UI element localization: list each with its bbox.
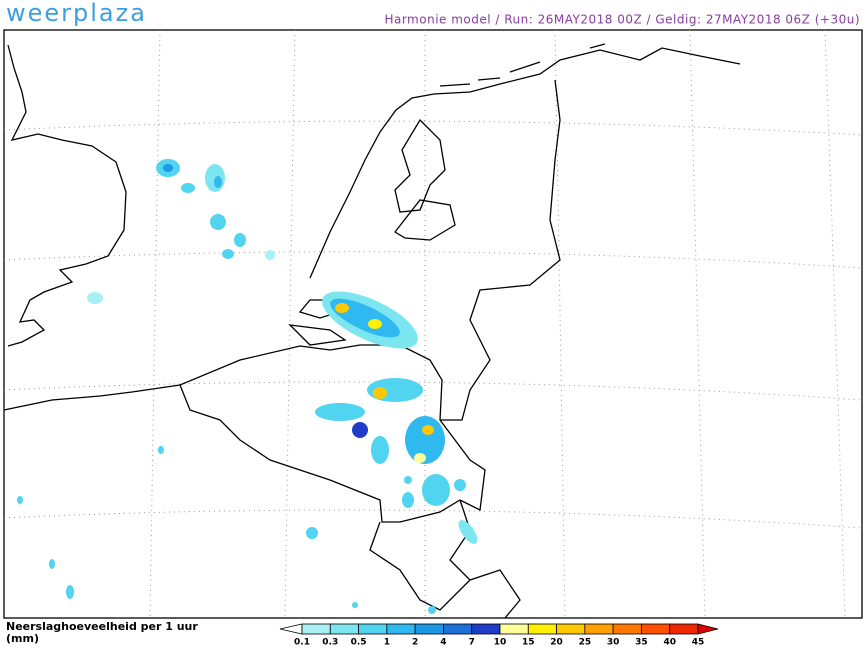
color-bar: 0.1 0.3 0.5 1 2 4 7 10 15 20 25 30 35 40 45 bbox=[279, 623, 719, 648]
color-segment bbox=[329, 623, 359, 635]
color-segment bbox=[669, 623, 699, 635]
legend-level-label: 0.5 bbox=[351, 638, 367, 648]
legend-level-label: 0.3 bbox=[322, 638, 338, 648]
legend-level-label: 20 bbox=[550, 638, 563, 648]
logo: weerplaza bbox=[6, 0, 147, 27]
color-segment bbox=[612, 623, 642, 635]
legend-level-label: 0.1 bbox=[294, 638, 310, 648]
legend-level-label: 1 bbox=[384, 638, 390, 648]
color-segment bbox=[358, 623, 388, 635]
legend-level-label: 10 bbox=[494, 638, 507, 648]
color-segment bbox=[471, 623, 501, 635]
legend-level-label: 40 bbox=[663, 638, 676, 648]
legend-level-label: 7 bbox=[469, 638, 475, 648]
color-segment bbox=[556, 623, 586, 635]
color-segment bbox=[386, 623, 416, 635]
legend-level-label: 25 bbox=[579, 638, 592, 648]
borders bbox=[179, 79, 561, 619]
coastlines bbox=[3, 43, 741, 411]
legend-title: Neerslaghoeveelheid per 1 uur bbox=[6, 620, 198, 633]
legend-level-label: 35 bbox=[635, 638, 648, 648]
legend-level-label: 30 bbox=[607, 638, 620, 648]
color-segment bbox=[301, 623, 331, 635]
map-frame bbox=[3, 29, 863, 619]
color-segment bbox=[499, 623, 529, 635]
legend-level-label: 45 bbox=[692, 638, 705, 648]
color-segment bbox=[641, 623, 671, 635]
precipitation bbox=[17, 159, 478, 614]
color-arrow-high bbox=[697, 623, 719, 635]
graticule bbox=[3, 29, 863, 619]
color-segment bbox=[414, 623, 444, 635]
legend-level-label: 4 bbox=[440, 638, 446, 648]
run-info: Harmonie model / Run: 26MAY2018 00Z / Ge… bbox=[384, 13, 860, 27]
legend-level-label: 15 bbox=[522, 638, 535, 648]
color-segment bbox=[443, 623, 473, 635]
legend-level-label: 2 bbox=[412, 638, 418, 648]
color-arrow-low bbox=[279, 623, 303, 635]
color-segment bbox=[584, 623, 614, 635]
color-segment bbox=[527, 623, 557, 635]
legend-unit: (mm) bbox=[6, 632, 39, 645]
